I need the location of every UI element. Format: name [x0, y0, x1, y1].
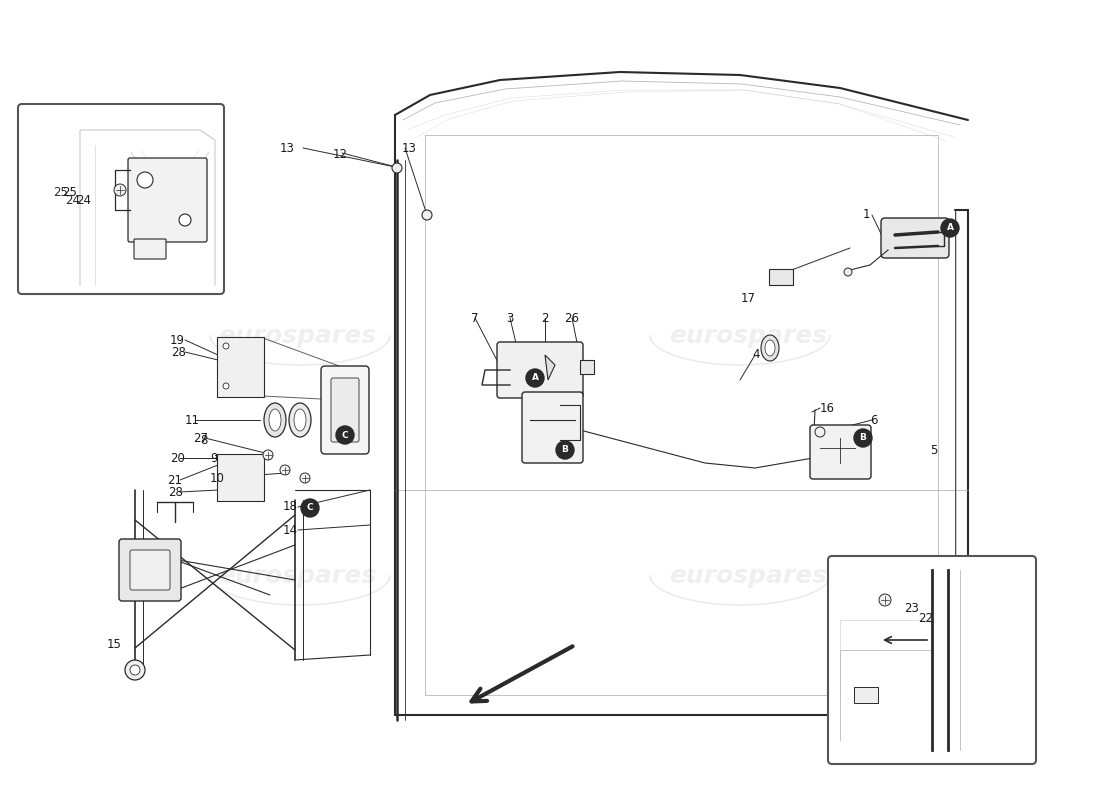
Text: 13: 13 [402, 142, 417, 154]
Text: eurospares: eurospares [218, 564, 376, 588]
Text: 23: 23 [904, 602, 918, 614]
Bar [580, 360, 594, 374]
Ellipse shape [761, 335, 779, 361]
FancyBboxPatch shape [217, 454, 264, 501]
FancyBboxPatch shape [217, 337, 264, 397]
Circle shape [844, 268, 852, 276]
Text: 22: 22 [918, 611, 933, 625]
Ellipse shape [289, 403, 311, 437]
Text: 14: 14 [283, 523, 298, 537]
FancyBboxPatch shape [18, 104, 224, 294]
Text: 6: 6 [870, 414, 878, 426]
Text: 11: 11 [185, 414, 200, 426]
Text: 4: 4 [752, 349, 760, 362]
Text: B: B [562, 446, 569, 454]
Text: 25: 25 [62, 186, 77, 198]
FancyBboxPatch shape [828, 556, 1036, 764]
Text: 27: 27 [192, 431, 208, 445]
Text: 18: 18 [283, 501, 298, 514]
Ellipse shape [264, 403, 286, 437]
Circle shape [125, 660, 145, 680]
Text: 28: 28 [172, 346, 186, 358]
Circle shape [223, 343, 229, 349]
Circle shape [179, 214, 191, 226]
FancyBboxPatch shape [881, 218, 949, 258]
Text: 8: 8 [200, 434, 208, 446]
Circle shape [138, 172, 153, 188]
Circle shape [301, 499, 319, 517]
Circle shape [223, 383, 229, 389]
Circle shape [815, 427, 825, 437]
Text: 20: 20 [170, 451, 185, 465]
Text: 2: 2 [541, 311, 549, 325]
FancyBboxPatch shape [769, 269, 793, 285]
Text: B: B [859, 434, 867, 442]
Circle shape [280, 465, 290, 475]
Text: 12: 12 [332, 149, 348, 162]
Circle shape [336, 426, 354, 444]
Text: 21: 21 [167, 474, 182, 486]
Circle shape [879, 594, 891, 606]
Text: 24: 24 [65, 194, 80, 206]
Text: A: A [946, 223, 954, 233]
FancyBboxPatch shape [854, 687, 878, 703]
Polygon shape [544, 355, 556, 380]
Text: C: C [342, 430, 349, 439]
FancyBboxPatch shape [128, 158, 207, 242]
Text: 25: 25 [53, 186, 68, 198]
Text: 26: 26 [564, 311, 580, 325]
Ellipse shape [270, 409, 280, 431]
Text: 16: 16 [820, 402, 835, 414]
Text: 1: 1 [862, 209, 870, 222]
Text: 15: 15 [107, 638, 122, 651]
Circle shape [422, 210, 432, 220]
Text: eurospares: eurospares [218, 324, 376, 348]
Circle shape [854, 429, 872, 447]
Text: eurospares: eurospares [669, 564, 827, 588]
FancyBboxPatch shape [522, 392, 583, 463]
FancyBboxPatch shape [119, 539, 182, 601]
FancyBboxPatch shape [130, 550, 170, 590]
Circle shape [114, 184, 126, 196]
Circle shape [130, 665, 140, 675]
Circle shape [526, 369, 544, 387]
Circle shape [556, 441, 574, 459]
FancyBboxPatch shape [321, 366, 368, 454]
Text: 19: 19 [170, 334, 185, 346]
Text: C: C [307, 503, 314, 513]
Text: 9: 9 [210, 451, 218, 465]
Text: 17: 17 [741, 291, 756, 305]
FancyBboxPatch shape [497, 342, 583, 398]
Ellipse shape [294, 409, 306, 431]
Text: 13: 13 [280, 142, 295, 154]
FancyBboxPatch shape [810, 425, 871, 479]
Text: eurospares: eurospares [669, 324, 827, 348]
Text: A: A [531, 374, 539, 382]
Text: 24: 24 [76, 194, 91, 206]
Ellipse shape [764, 340, 776, 356]
Text: 7: 7 [471, 311, 478, 325]
Text: 10: 10 [210, 471, 225, 485]
Text: 28: 28 [168, 486, 183, 498]
FancyBboxPatch shape [331, 378, 359, 442]
Circle shape [300, 473, 310, 483]
Circle shape [940, 219, 959, 237]
Text: 3: 3 [506, 311, 514, 325]
Circle shape [392, 163, 402, 173]
Circle shape [263, 450, 273, 460]
FancyBboxPatch shape [134, 239, 166, 259]
Text: 5: 5 [930, 443, 937, 457]
